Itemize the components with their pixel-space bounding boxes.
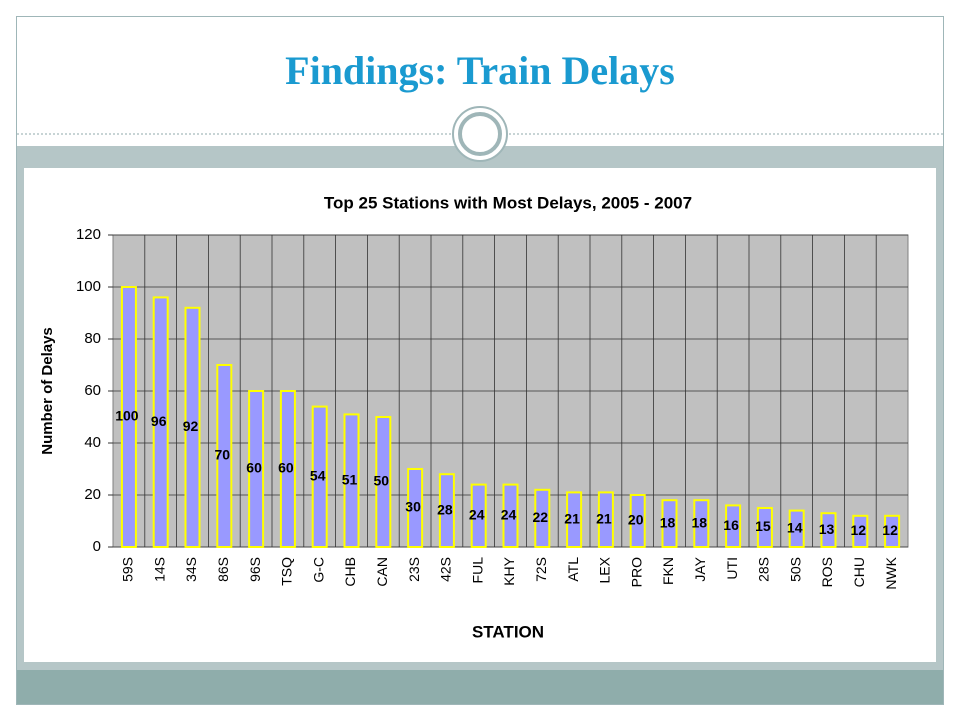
x-tick-label: 96S — [247, 557, 263, 582]
ornament-inner — [458, 112, 502, 156]
value-label: 24 — [469, 507, 485, 523]
bar — [502, 483, 519, 549]
x-tick-label: 86S — [215, 557, 231, 582]
x-tick-label: TSQ — [279, 557, 295, 586]
x-tick-label: ROS — [819, 557, 835, 587]
x-tick-label: KHY — [501, 556, 517, 585]
x-tick-label: 42S — [438, 557, 454, 582]
value-label: 70 — [215, 447, 231, 463]
bar — [756, 507, 773, 548]
value-label: 60 — [278, 460, 294, 476]
value-label: 15 — [755, 518, 771, 534]
bar — [375, 416, 392, 548]
bar — [788, 509, 805, 549]
value-label: 20 — [628, 512, 644, 528]
bar — [311, 405, 328, 548]
x-tick-label: FKN — [660, 557, 676, 585]
bar — [725, 504, 742, 548]
y-tick-label: 20 — [84, 486, 101, 503]
x-tick-label: 50S — [787, 557, 803, 582]
footer-band — [17, 670, 943, 704]
x-tick-label: FUL — [469, 557, 485, 584]
x-tick-label: 23S — [406, 557, 422, 582]
slide-title: Findings: Train Delays — [285, 48, 675, 93]
bar — [661, 499, 678, 549]
x-tick-label: CHU — [851, 557, 867, 587]
y-tick-label: 80 — [84, 330, 101, 347]
value-label: 100 — [115, 408, 139, 424]
bar — [216, 364, 233, 548]
bar — [820, 512, 837, 549]
value-label: 24 — [501, 507, 517, 523]
value-label: 51 — [342, 471, 358, 487]
bar — [884, 514, 901, 548]
bar — [534, 488, 551, 548]
bar — [629, 494, 646, 548]
x-tick-label: G-C — [310, 557, 326, 583]
value-label: 12 — [851, 522, 867, 538]
value-label: 60 — [246, 460, 262, 476]
x-tick-label: PRO — [628, 557, 644, 587]
x-tick-label: 59S — [120, 557, 136, 582]
x-tick-label: UTI — [724, 557, 740, 580]
value-label: 14 — [787, 520, 803, 536]
x-tick-label: LEX — [597, 556, 613, 583]
value-label: 28 — [437, 501, 453, 517]
bar — [566, 491, 583, 548]
value-label: 21 — [596, 510, 612, 526]
value-label: 96 — [151, 413, 167, 429]
value-label: 22 — [533, 509, 549, 525]
x-tick-label: CHB — [342, 557, 358, 587]
x-axis-title: STATION — [472, 622, 544, 641]
x-tick-label: 14S — [151, 557, 167, 582]
value-label: 50 — [374, 473, 390, 489]
bar — [597, 491, 614, 548]
bar — [470, 483, 487, 549]
bar — [693, 499, 710, 549]
x-tick-label: NWK — [883, 556, 899, 589]
bar — [407, 468, 424, 548]
value-label: 18 — [660, 514, 676, 530]
bar — [279, 390, 296, 548]
value-label: 21 — [564, 510, 580, 526]
y-tick-label: 120 — [76, 226, 101, 243]
value-label: 13 — [819, 521, 835, 537]
bar — [248, 390, 265, 548]
bar — [120, 286, 137, 548]
bar — [852, 514, 869, 548]
chart-title: Top 25 Stations with Most Delays, 2005 -… — [324, 193, 692, 212]
value-label: 92 — [183, 418, 199, 434]
bar — [184, 306, 201, 548]
x-tick-label: 34S — [183, 557, 199, 582]
x-tick-label: 72S — [533, 557, 549, 582]
y-axis-title: Number of Delays — [39, 327, 56, 455]
value-label: 12 — [882, 522, 898, 538]
x-tick-label: CAN — [374, 557, 390, 587]
x-tick-label: 28S — [756, 557, 772, 582]
x-tick-label: ATL — [565, 557, 581, 582]
value-label: 18 — [692, 514, 708, 530]
y-tick-label: 40 — [84, 434, 101, 451]
bar — [152, 296, 169, 548]
bar — [438, 473, 455, 549]
value-label: 16 — [723, 517, 739, 533]
x-tick-label: JAY — [692, 556, 708, 581]
value-label: 54 — [310, 468, 326, 484]
y-tick-label: 100 — [76, 278, 101, 295]
y-tick-label: 0 — [93, 538, 101, 555]
slide-frame — [16, 16, 944, 705]
value-label: 30 — [405, 499, 421, 515]
bar — [343, 413, 360, 548]
y-tick-label: 60 — [84, 382, 101, 399]
